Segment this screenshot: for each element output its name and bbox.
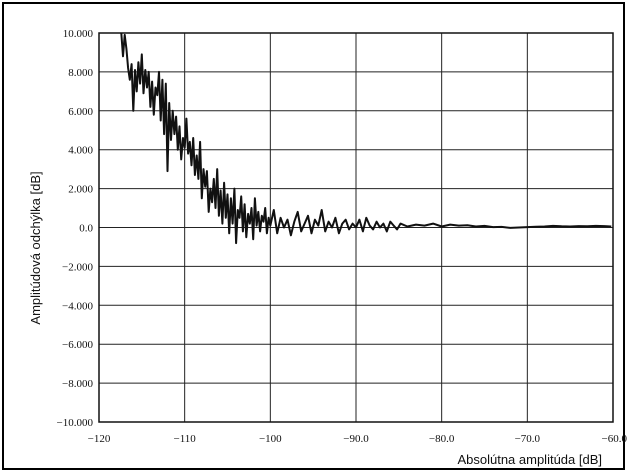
plot-border (98, 32, 614, 423)
y-tick-label: 10.000 (63, 28, 94, 40)
y-axis-tick-labels: 10.000 8.000 6.000 4.000 2.000 0.0 −2.000 −4.00… (57, 28, 94, 429)
y-tick-label: −2.000 (62, 261, 93, 273)
x-tick-label: −110 (174, 433, 197, 445)
y-tick-label: −6.000 (62, 339, 93, 351)
deviation-series-line (120, 32, 612, 245)
x-tick-label: −70.0 (515, 433, 541, 445)
x-tick-label: −60.0 (602, 433, 628, 445)
x-tick-label: −120 (88, 433, 111, 445)
y-tick-label: 8.000 (68, 67, 93, 79)
x-tick-label: −90.0 (343, 433, 369, 445)
y-tick-label: −4.000 (62, 300, 93, 312)
x-tick-label: −80.0 (429, 433, 455, 445)
y-tick-label: 6.000 (68, 106, 93, 118)
x-axis-label: Absolútna amplitúda [dB] (457, 452, 602, 467)
y-tick-label: 0.0 (79, 223, 93, 235)
y-tick-label: 2.000 (68, 184, 93, 196)
x-axis-tick-labels: −120 −110 −100 −90.0 −80.0 −70.0 −60.0 (88, 433, 628, 445)
chart-frame (2, 2, 625, 470)
x-tick-label: −100 (259, 433, 282, 445)
y-tick-label: 4.000 (68, 145, 93, 157)
y-axis-label: Amplitúdová odchýlka [dB] (28, 171, 43, 324)
y-tick-label: −8.000 (62, 378, 93, 390)
y-tick-label: −10.000 (57, 417, 94, 429)
